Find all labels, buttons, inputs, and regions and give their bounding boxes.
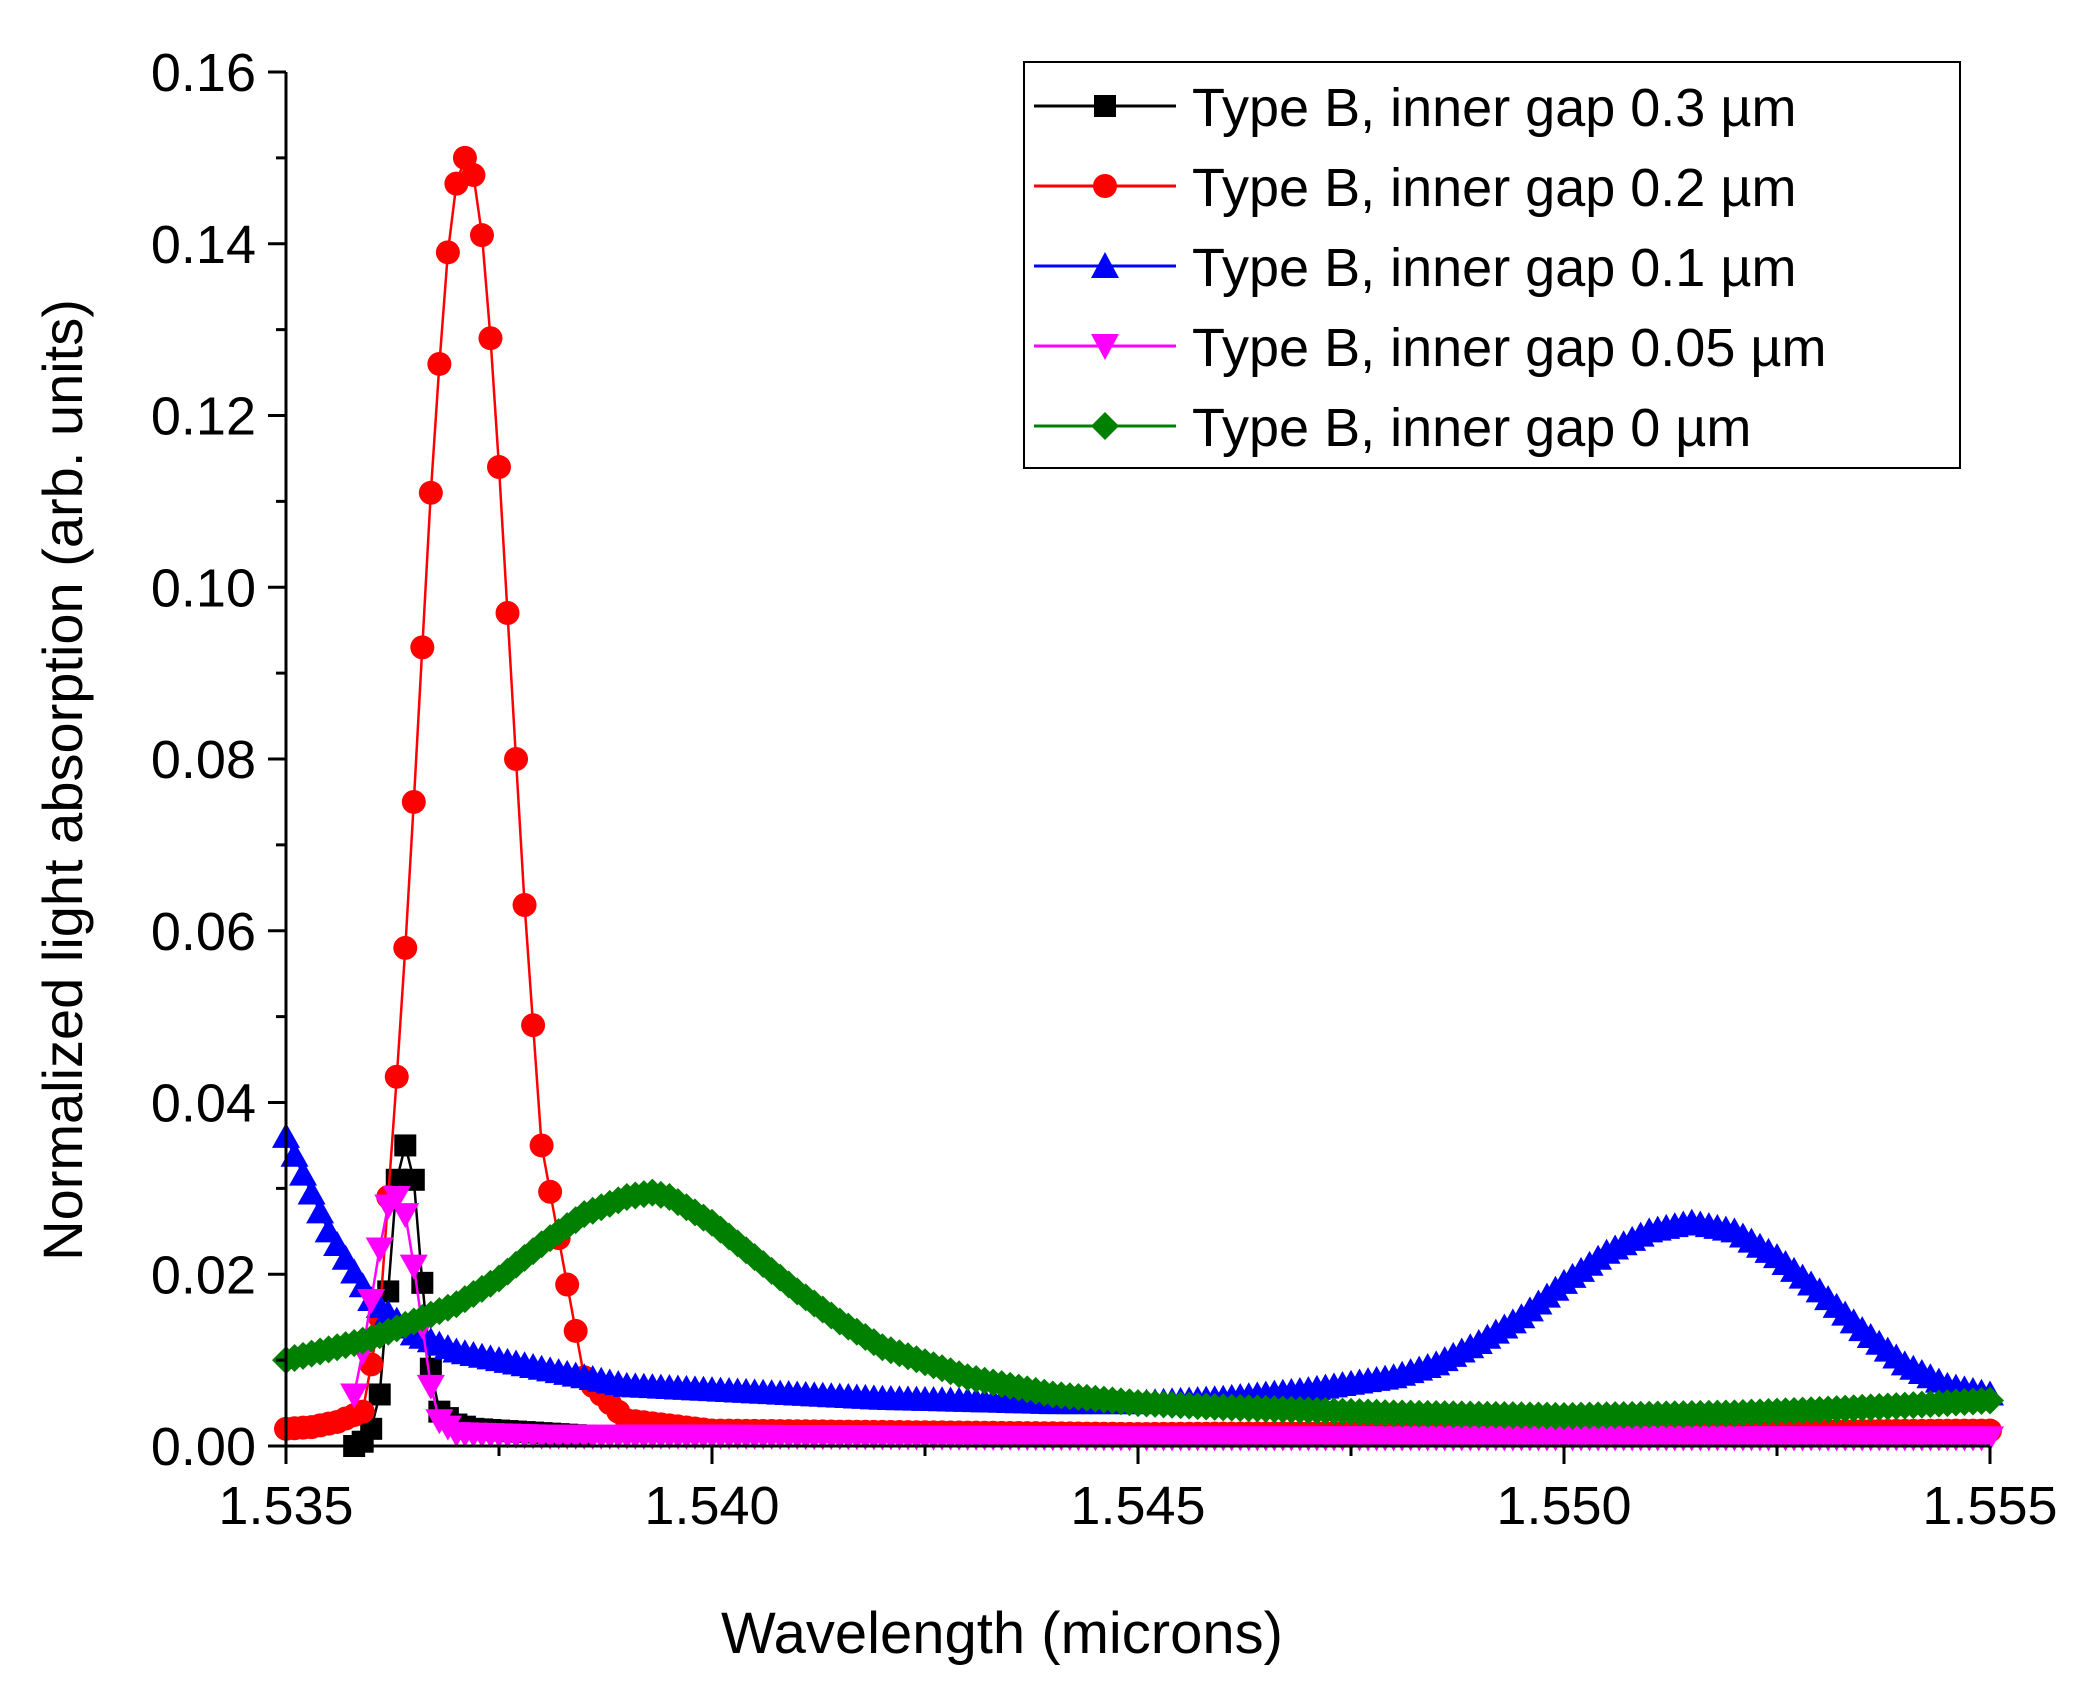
legend-entry-4: Type B, inner gap 0 µm <box>1034 398 1751 458</box>
data-point <box>401 789 426 814</box>
data-point <box>365 1237 394 1263</box>
data-point <box>555 1272 580 1297</box>
data-point <box>391 1203 420 1229</box>
x-tick-label: 1.555 <box>1922 1476 2057 1536</box>
legend-label-3: Type B, inner gap 0.05 µm <box>1192 318 1826 378</box>
data-point <box>538 1179 563 1204</box>
data-point <box>399 1254 428 1280</box>
data-point <box>340 1383 369 1409</box>
y-tick-label: 0.02 <box>151 1245 256 1305</box>
data-point <box>280 1141 309 1167</box>
x-axis-title: Wavelength (microns) <box>721 1601 1283 1666</box>
series-4 <box>272 1178 2004 1430</box>
data-point <box>495 601 520 626</box>
data-point <box>478 326 503 351</box>
data-point <box>1976 1386 2004 1415</box>
data-point <box>350 1399 375 1424</box>
legend-label-0: Type B, inner gap 0.3 µm <box>1192 78 1796 138</box>
legend: Type B, inner gap 0.3 µm Type B, inner g… <box>1023 61 1961 469</box>
data-point <box>368 1383 391 1406</box>
data-point <box>529 1133 554 1158</box>
data-point <box>402 1168 425 1191</box>
legend-marker-diamond <box>1091 412 1119 440</box>
data-point <box>461 163 486 188</box>
data-point <box>382 1185 411 1211</box>
y-tick-label: 0.14 <box>151 215 256 275</box>
data-point <box>385 1168 408 1191</box>
legend-entry-0: Type B, inner gap 0.3 µm <box>1034 78 1796 138</box>
data-point <box>512 892 537 917</box>
y-tick-label: 0.12 <box>151 387 256 447</box>
series-layer <box>272 145 2004 1457</box>
data-point <box>384 1064 409 1089</box>
data-point <box>357 1289 386 1315</box>
tick-layer: 1.535 1.540 1.545 1.550 1.555 0.00 0.02 0.04 0.0… <box>151 43 2058 1536</box>
legend-entry-3: Type B, inner gap 0.05 µm <box>1034 318 1826 378</box>
y-axis-title: Normalized light absorption (arb. units) <box>31 299 94 1261</box>
legend-box <box>1023 61 1961 469</box>
y-tick-label: 0.16 <box>151 43 256 103</box>
legend-marker-square <box>1094 95 1116 117</box>
legend-marker-triangle-up <box>1091 252 1119 278</box>
data-point <box>297 1179 326 1205</box>
x-tick-label: 1.535 <box>218 1476 353 1536</box>
y-tick-label: 0.00 <box>151 1417 256 1477</box>
data-point <box>306 1198 335 1224</box>
data-point <box>419 1357 442 1380</box>
data-point <box>563 1318 588 1343</box>
legend-label-1: Type B, inner gap 0.2 µm <box>1192 158 1796 218</box>
data-point <box>416 1374 445 1400</box>
data-point <box>487 455 511 480</box>
legend-label-2: Type B, inner gap 0.1 µm <box>1192 238 1796 298</box>
data-point <box>469 223 494 248</box>
data-point <box>289 1160 318 1186</box>
legend-entry-2: Type B, inner gap 0.1 µm <box>1034 238 1796 298</box>
data-point <box>521 1013 546 1038</box>
y-tick-label: 0.08 <box>151 730 256 790</box>
data-point <box>394 1134 417 1157</box>
data-point <box>504 747 529 771</box>
data-point <box>410 635 435 660</box>
data-point <box>393 935 418 960</box>
x-tick-label: 1.540 <box>644 1476 779 1536</box>
legend-marker-circle <box>1093 174 1117 198</box>
data-point <box>1976 1426 2004 1452</box>
x-tick-label: 1.545 <box>1070 1476 1205 1536</box>
series-3 <box>340 1185 2004 1452</box>
data-point <box>418 480 443 505</box>
legend-marker-triangle-down <box>1091 334 1119 360</box>
y-tick-label: 0.06 <box>151 902 256 962</box>
data-point <box>360 1417 383 1440</box>
y-tick-label: 0.04 <box>151 1074 256 1134</box>
data-point <box>435 240 460 265</box>
y-tick-label: 0.10 <box>151 558 256 618</box>
data-point <box>427 351 452 376</box>
legend-label-4: Type B, inner gap 0 µm <box>1192 398 1751 458</box>
x-tick-label: 1.550 <box>1496 1476 1631 1536</box>
data-point <box>493 1257 522 1286</box>
legend-entry-1: Type B, inner gap 0.2 µm <box>1034 158 1796 218</box>
